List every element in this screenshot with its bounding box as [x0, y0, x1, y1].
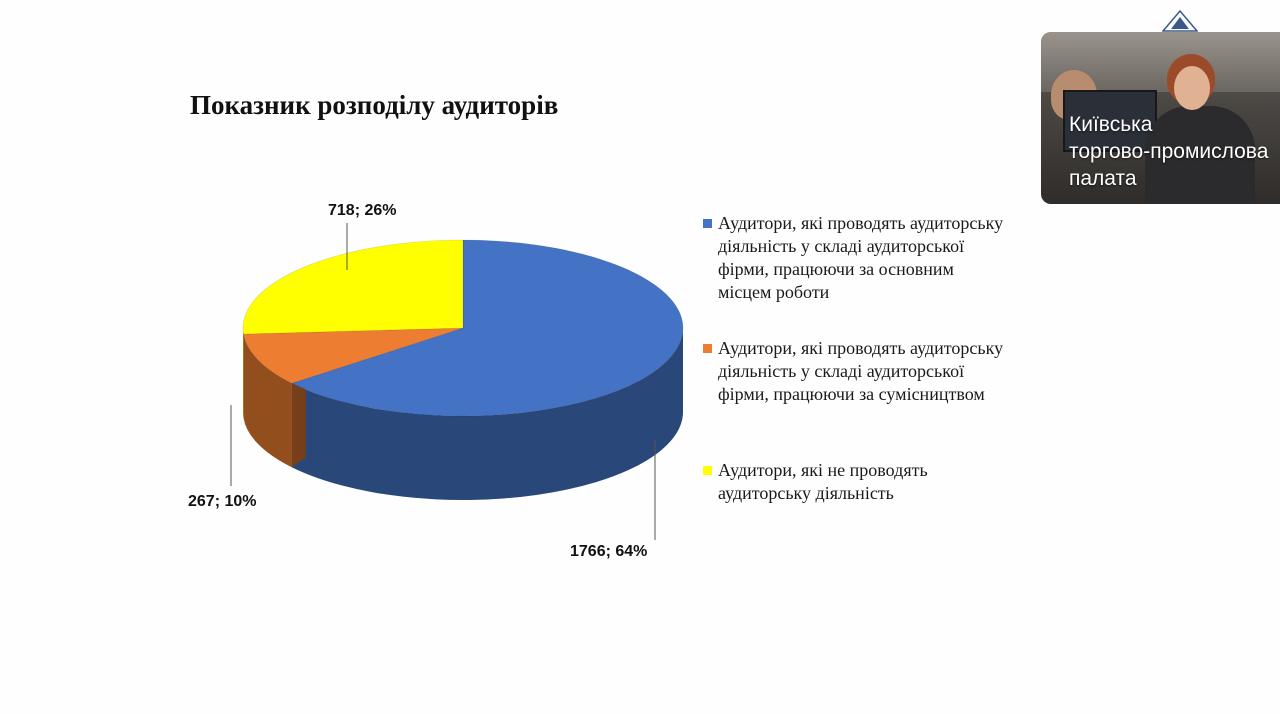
speaker-body: [1145, 106, 1255, 204]
pie-slice-1: [243, 327, 464, 384]
pie-cut-face: [291, 379, 306, 468]
data-label: 1766; 64%: [570, 543, 647, 560]
organization-logo-icon: [1162, 10, 1198, 32]
speaker-face: [1174, 66, 1210, 110]
pie-slice-2: [242, 239, 464, 335]
participant-video-tile[interactable]: Київська торгово-промислова палата: [1041, 32, 1280, 204]
pie-slice-0: [290, 239, 684, 417]
pie-side-0-0: [291, 328, 683, 501]
legend-swatch-orange: [703, 344, 712, 353]
legend-label: Аудитори, які проводять аудиторську діял…: [718, 213, 1004, 302]
pie-side-1-0: [243, 334, 292, 468]
legend-swatch-blue: [703, 219, 712, 228]
participant-name: Київська торгово-промислова палата: [1069, 113, 1269, 190]
data-label: 267; 10%: [188, 493, 257, 510]
legend-label: Аудитори, які не проводять аудиторську д…: [718, 460, 928, 503]
monitor-in-video: [1063, 90, 1157, 152]
data-label: 718; 26%: [328, 202, 397, 219]
slide-title: Показник розподілу аудиторів: [190, 90, 559, 120]
legend-label: Аудитори, які проводять аудиторську діял…: [718, 338, 1004, 404]
legend-swatch-yellow: [703, 466, 712, 475]
pie-side-2-0: [243, 328, 244, 419]
